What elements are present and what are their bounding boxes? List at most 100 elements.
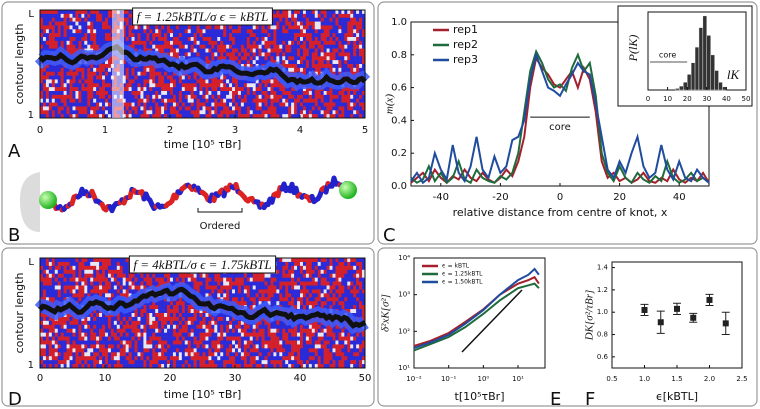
heatmap-cell bbox=[152, 313, 155, 317]
heatmap-cell bbox=[84, 282, 87, 286]
heatmap-cell bbox=[232, 87, 235, 91]
heatmap-cell bbox=[161, 95, 164, 99]
heatmap-cell bbox=[84, 22, 87, 26]
heatmap-cell bbox=[152, 106, 155, 110]
heatmap-cell bbox=[135, 317, 138, 321]
heatmap-cell bbox=[164, 41, 167, 45]
heatmap-cell bbox=[108, 286, 111, 290]
heatmap-cell bbox=[117, 329, 120, 333]
heatmap-cell bbox=[259, 37, 262, 41]
heatmap-cell bbox=[143, 309, 146, 313]
heatmap-cell bbox=[93, 95, 96, 99]
heatmap-cell bbox=[223, 103, 226, 107]
heatmap-cell bbox=[126, 29, 129, 33]
heatmap-cell bbox=[90, 76, 93, 80]
heatmap-cell bbox=[161, 274, 164, 278]
heatmap-cell bbox=[140, 348, 143, 352]
heatmap-cell bbox=[324, 95, 327, 99]
heatmap-cell bbox=[327, 22, 330, 26]
heatmap-cell bbox=[140, 83, 143, 87]
heatmap-cell bbox=[149, 76, 152, 80]
heatmap-cell bbox=[250, 49, 253, 53]
heatmap-cell bbox=[276, 14, 279, 18]
heatmap-cell bbox=[330, 45, 333, 49]
heatmap-cell bbox=[321, 41, 324, 45]
heatmap-cell bbox=[276, 22, 279, 26]
heatmap-cell bbox=[114, 325, 117, 329]
heatmap-cell bbox=[265, 99, 268, 103]
heatmap-cell bbox=[52, 103, 55, 107]
heatmap-cell bbox=[158, 317, 161, 321]
heatmap-cell bbox=[84, 266, 87, 270]
heatmap-cell bbox=[135, 325, 138, 329]
heatmap-cell bbox=[132, 344, 135, 348]
heatmap-cell bbox=[129, 83, 132, 87]
heatmap-cell bbox=[55, 278, 58, 282]
heatmap-cell bbox=[188, 91, 191, 95]
heatmap-cell bbox=[211, 49, 214, 53]
y-axis-label: P(lK) bbox=[626, 35, 640, 63]
heatmap-cell bbox=[268, 103, 271, 107]
heatmap-cell bbox=[140, 325, 143, 329]
heatmap-cell bbox=[93, 313, 96, 317]
heatmap-cell bbox=[282, 41, 285, 45]
heatmap-cell bbox=[161, 352, 164, 356]
heatmap-cell bbox=[114, 262, 117, 266]
heatmap-cell bbox=[282, 29, 285, 33]
heatmap-cell bbox=[81, 110, 84, 114]
heatmap-cell bbox=[182, 348, 185, 352]
heatmap-cell bbox=[353, 103, 356, 107]
heatmap-cell bbox=[276, 49, 279, 53]
heatmap-cell bbox=[176, 99, 179, 103]
heatmap-cell bbox=[90, 289, 93, 293]
heatmap-cell bbox=[108, 282, 111, 286]
heatmap-cell bbox=[52, 29, 55, 33]
heatmap-cell bbox=[46, 282, 49, 286]
heatmap-cell bbox=[200, 274, 203, 278]
heatmap-cell bbox=[64, 333, 67, 337]
heatmap-cell bbox=[244, 106, 247, 110]
heatmap-cell bbox=[191, 106, 194, 110]
heatmap-cell bbox=[200, 95, 203, 99]
heatmap-cell bbox=[158, 301, 161, 305]
heatmap-cell bbox=[338, 91, 341, 95]
heatmap-cell bbox=[338, 14, 341, 18]
heatmap-cell bbox=[90, 110, 93, 114]
heatmap-cell bbox=[78, 29, 81, 33]
heatmap-cell bbox=[297, 52, 300, 56]
heatmap-cell bbox=[155, 45, 158, 49]
heatmap-cell bbox=[211, 360, 214, 364]
heatmap-cell bbox=[312, 60, 315, 64]
heatmap-cell bbox=[81, 68, 84, 72]
heatmap-cell bbox=[93, 258, 96, 262]
heatmap-cell bbox=[78, 286, 81, 290]
heatmap-cell bbox=[185, 25, 188, 29]
heatmap-cell bbox=[297, 68, 300, 72]
heatmap-cell bbox=[291, 45, 294, 49]
heatmap-cell bbox=[46, 68, 49, 72]
heatmap-cell bbox=[350, 103, 353, 107]
heatmap-cell bbox=[161, 356, 164, 360]
heatmap-cell bbox=[250, 110, 253, 114]
heatmap-cell bbox=[70, 352, 73, 356]
heatmap-cell bbox=[73, 41, 76, 45]
heatmap-cell bbox=[90, 270, 93, 274]
heatmap-cell bbox=[194, 321, 197, 325]
heatmap-cell bbox=[87, 337, 90, 341]
heatmap-cell bbox=[220, 110, 223, 114]
heatmap-cell bbox=[205, 360, 208, 364]
heatmap-cell bbox=[282, 33, 285, 37]
heatmap-cell bbox=[87, 360, 90, 364]
heatmap-cell bbox=[96, 278, 99, 282]
heatmap-cell bbox=[67, 356, 70, 360]
heatmap-cell bbox=[176, 103, 179, 107]
heatmap-cell bbox=[43, 341, 46, 345]
heatmap-cell bbox=[291, 60, 294, 64]
heatmap-cell bbox=[149, 325, 152, 329]
heatmap-cell bbox=[217, 110, 220, 114]
heatmap-cell bbox=[350, 33, 353, 37]
heatmap-cell bbox=[114, 317, 117, 321]
heatmap-cell bbox=[291, 37, 294, 41]
heatmap-cell bbox=[64, 45, 67, 49]
heatmap-cell bbox=[49, 37, 52, 41]
